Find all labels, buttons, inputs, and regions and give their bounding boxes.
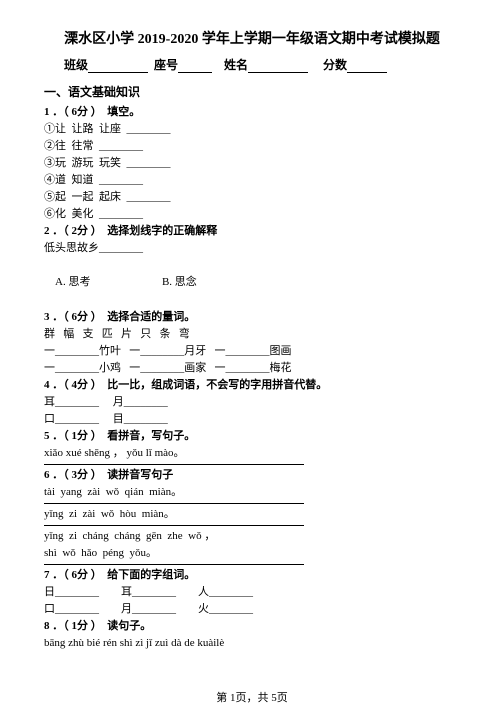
score-label: 分数 xyxy=(323,58,347,72)
answer-line xyxy=(44,564,304,565)
q1-stem: 1 ．（ 6分 ） 填空。 xyxy=(44,104,460,121)
q1-line: ②往 往常 ________ xyxy=(44,138,460,155)
q6-line: shì wǒ hǎo péng yǒu。 xyxy=(44,545,460,562)
q2-line: 低头思故乡________ xyxy=(44,240,460,257)
q6-line: yǐng zi cháng cháng gēn zhe wǒ ， xyxy=(44,528,460,545)
q6-line: yǐng zi zài wǒ hòu miàn。 xyxy=(44,506,460,523)
q1-line: ⑤起 一起 起床 ________ xyxy=(44,189,460,206)
answer-line xyxy=(44,503,304,504)
seat-label: 座号 xyxy=(154,58,178,72)
page-footer: 第 1页，共 5页 xyxy=(0,689,504,705)
class-label: 班级 xyxy=(64,58,88,72)
q8-stem: 8 ．（ 1分 ） 读句子。 xyxy=(44,618,460,635)
q7-stem: 7 ．（ 6分 ） 给下面的字组词。 xyxy=(44,567,460,584)
q1-line: ⑥化 美化 ________ xyxy=(44,206,460,223)
q1-line: ①让 让路 让座 ________ xyxy=(44,121,460,138)
q6-line: tài yang zài wǒ qián miàn。 xyxy=(44,484,460,501)
q4-line: 耳________ 月________ xyxy=(44,394,460,411)
q3-line: 一________小鸡 一________画家 一________梅花 xyxy=(44,360,460,377)
q5-line: xiǎo xué shēng ， yǒu lǐ mào。 xyxy=(44,445,460,462)
q7-line: 口________ 月________ 火________ xyxy=(44,601,460,618)
q6-stem: 6 ．（ 3分 ） 读拼音写句子 xyxy=(44,467,460,484)
document-title: 溧水区小学 2019-2020 学年上学期一年级语文期中考试模拟题 xyxy=(44,28,460,48)
q1-line: ④道 知道 ________ xyxy=(44,172,460,189)
q2-options: A. 思考 B. 思念 xyxy=(44,257,460,308)
q1-line: ③玩 游玩 玩笑 ________ xyxy=(44,155,460,172)
q7-line: 日________ 耳________ 人________ xyxy=(44,584,460,601)
q5-stem: 5 ．（ 1分 ） 看拼音，写句子。 xyxy=(44,428,460,445)
answer-line xyxy=(44,525,304,526)
q3-stem: 3 ．（ 6分 ） 选择合适的量词。 xyxy=(44,309,460,326)
answer-line xyxy=(44,464,304,465)
section-heading: 一、语文基础知识 xyxy=(44,83,460,100)
q2-stem: 2 ．（ 2分 ） 选择划线字的正确解释 xyxy=(44,223,460,240)
header-row: 班级 座号 姓名 分数 xyxy=(44,56,460,73)
q3-line: 一________竹叶 一________月牙 一________图画 xyxy=(44,343,460,360)
name-label: 姓名 xyxy=(224,58,248,72)
page: 溧水区小学 2019-2020 学年上学期一年级语文期中考试模拟题 班级 座号 … xyxy=(0,0,504,652)
q4-stem: 4 ．（ 4分 ） 比一比，组成词语，不会写的字用拼音代替。 xyxy=(44,377,460,394)
q4-line: 口________ 目________ xyxy=(44,411,460,428)
q8-line: bāng zhù bié rén shì zì jǐ zuì dà de kuà… xyxy=(44,635,460,652)
q2-option-b: B. 思念 xyxy=(162,276,197,288)
q2-option-a: A. 思考 xyxy=(55,276,90,288)
q3-line: 群 幅 支 匹 片 只 条 弯 xyxy=(44,326,460,343)
